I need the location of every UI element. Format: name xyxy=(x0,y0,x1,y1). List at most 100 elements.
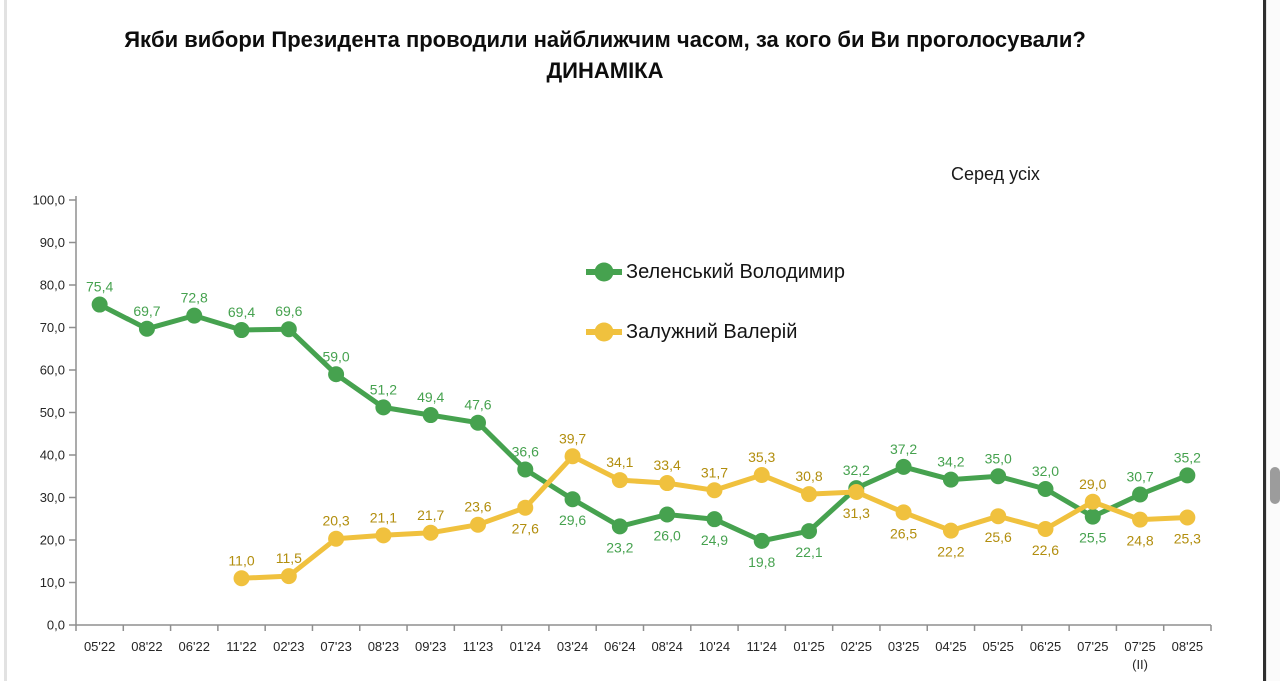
y-axis-label: 10,0 xyxy=(40,575,65,590)
data-point-label: 21,1 xyxy=(370,509,397,525)
data-point-marker xyxy=(280,568,297,585)
data-point-label: 29,0 xyxy=(1079,476,1106,492)
data-point-marker xyxy=(1179,509,1196,526)
data-point-marker xyxy=(1179,467,1196,484)
data-point-marker xyxy=(706,511,723,528)
data-point-label: 25,6 xyxy=(985,529,1012,545)
data-point-label: 34,2 xyxy=(937,454,964,470)
data-point-marker xyxy=(422,407,439,424)
data-point-label: 32,0 xyxy=(1032,463,1059,479)
line-marker-icon xyxy=(586,262,622,282)
x-axis-label: 03'25 xyxy=(888,639,919,654)
data-point-marker xyxy=(753,466,770,483)
x-axis-label: 06'24 xyxy=(604,639,635,654)
data-point-label: 27,6 xyxy=(512,521,539,537)
data-point-label: 32,2 xyxy=(843,462,870,478)
window-edge-line xyxy=(1263,0,1266,681)
data-point-label: 24,9 xyxy=(701,532,728,548)
data-point-marker xyxy=(564,448,581,465)
data-point-marker xyxy=(1037,520,1054,537)
audience-label: Серед усіх xyxy=(951,164,1040,184)
x-axis-label: 11'24 xyxy=(747,639,777,654)
data-point-label: 39,7 xyxy=(559,430,586,446)
data-point-marker xyxy=(1037,481,1054,497)
data-point-marker xyxy=(990,508,1007,525)
data-point-marker xyxy=(706,482,723,499)
chart-title-line2: ДИНАМІКА xyxy=(546,58,664,83)
y-axis-label: 100,0 xyxy=(32,193,65,208)
data-point-marker xyxy=(1132,511,1149,528)
data-point-label: 69,4 xyxy=(228,304,255,320)
y-axis-label: 60,0 xyxy=(40,363,65,378)
x-axis-label: 01'25 xyxy=(793,639,824,654)
data-point-marker xyxy=(1084,508,1101,525)
data-point-marker xyxy=(469,516,486,533)
data-point-marker xyxy=(753,532,770,549)
data-point-marker xyxy=(659,506,676,523)
chart-title: Якби вибори Президента проводили найближ… xyxy=(0,24,1210,86)
data-point-marker xyxy=(91,296,108,313)
data-point-label: 19,8 xyxy=(748,554,775,570)
data-point-label: 59,0 xyxy=(322,348,349,364)
data-point-marker xyxy=(517,461,534,478)
data-point-label: 31,3 xyxy=(843,505,870,521)
legend-item-zaluzhny: Залужний Валерій xyxy=(584,310,845,354)
data-point-marker xyxy=(895,458,912,475)
data-point-label: 20,3 xyxy=(322,513,349,529)
data-point-label: 23,2 xyxy=(606,539,633,555)
line-marker-icon xyxy=(586,322,622,342)
page-edge-strip xyxy=(4,0,7,681)
scrollbar-thumb[interactable] xyxy=(1270,467,1280,504)
x-axis-label: 08'22 xyxy=(131,639,162,654)
data-point-marker xyxy=(233,570,250,587)
data-point-label: 49,4 xyxy=(417,389,444,405)
data-point-marker xyxy=(895,504,912,521)
x-axis-label: 11'22 xyxy=(226,639,256,654)
data-point-label: 29,6 xyxy=(559,512,586,528)
y-axis-label: 0,0 xyxy=(47,618,65,633)
x-axis-label: 06'22 xyxy=(179,639,210,654)
data-point-label: 35,3 xyxy=(748,449,775,465)
data-point-marker xyxy=(942,522,959,539)
data-point-marker xyxy=(186,307,203,324)
chart-title-line1: Якби вибори Президента проводили найближ… xyxy=(124,27,1086,52)
y-axis-label: 70,0 xyxy=(40,320,65,335)
data-point-label: 24,8 xyxy=(1126,533,1153,549)
data-point-label: 33,4 xyxy=(654,457,681,473)
data-point-marker xyxy=(564,491,581,508)
data-point-marker xyxy=(138,320,155,337)
data-point-label: 22,6 xyxy=(1032,542,1059,558)
x-axis-label: 05'25 xyxy=(982,639,1013,654)
x-axis-label: 08'24 xyxy=(651,639,682,654)
x-axis-label: 04'25 xyxy=(935,639,966,654)
data-point-label: 22,2 xyxy=(937,544,964,560)
x-axis-label: 02'23 xyxy=(273,639,304,654)
data-point-label: 69,7 xyxy=(133,303,160,319)
data-point-marker xyxy=(611,518,628,535)
data-point-label: 75,4 xyxy=(86,279,113,295)
data-point-marker xyxy=(1084,493,1101,510)
data-point-marker xyxy=(375,399,392,416)
data-point-label: 26,5 xyxy=(890,525,917,541)
data-point-label: 30,8 xyxy=(795,468,822,484)
data-point-marker xyxy=(328,366,345,383)
data-point-label: 36,6 xyxy=(512,443,539,459)
data-point-label: 21,7 xyxy=(417,507,444,523)
legend-label-zaluzhny: Залужний Валерій xyxy=(626,320,798,343)
data-point-label: 35,0 xyxy=(985,450,1012,466)
data-point-label: 72,8 xyxy=(181,290,208,306)
x-axis-label: 07'25 xyxy=(1077,639,1108,654)
data-point-label: 22,1 xyxy=(795,544,822,560)
data-point-marker xyxy=(517,499,534,516)
legend-label-zelensky: Зеленський Володимир xyxy=(626,260,845,283)
data-point-marker xyxy=(659,475,676,492)
data-point-marker xyxy=(469,414,486,431)
scrollbar-track[interactable] xyxy=(1266,0,1280,681)
x-axis-label: 01'24 xyxy=(510,639,541,654)
data-point-label: 51,2 xyxy=(370,381,397,397)
data-point-marker xyxy=(801,486,818,503)
y-axis-label: 90,0 xyxy=(40,235,65,250)
data-point-label: 23,6 xyxy=(464,499,491,515)
y-axis-label: 50,0 xyxy=(40,405,65,420)
x-axis-label: 10'24 xyxy=(699,639,730,654)
